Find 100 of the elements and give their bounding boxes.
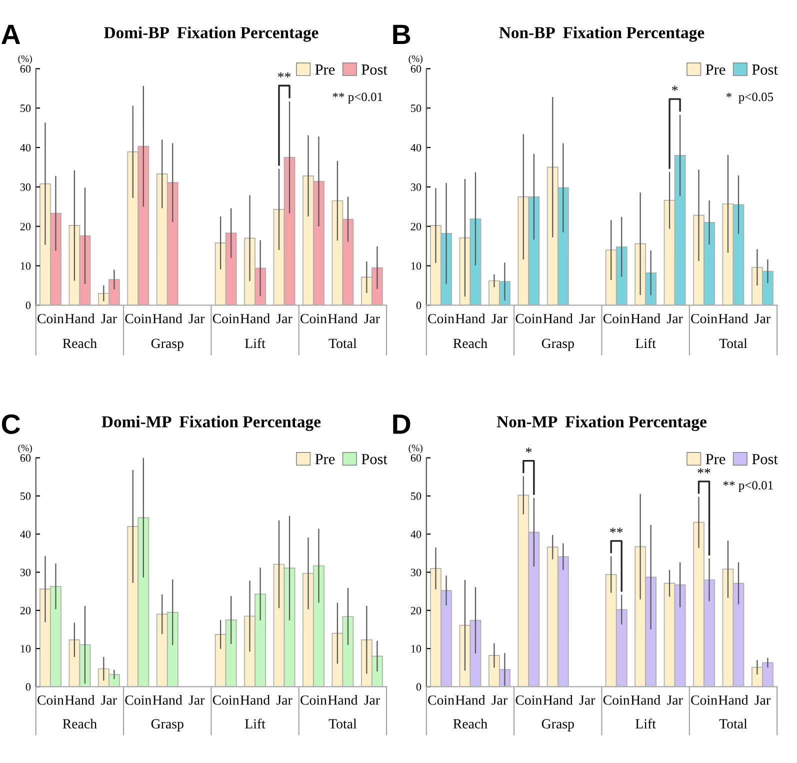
text: Lift [245,718,266,729]
text: C [2,414,20,434]
y-tick-label: 50 [20,104,31,112]
x-tick-label: Hand [718,695,748,705]
chart-title: Non-MP Fixation Percentage [496,416,706,431]
x-tick-label: Jar [754,696,770,705]
y-tick-label: 10 [20,262,31,270]
x-tick-label: Coin [516,695,542,705]
x-tick-label: Jar [579,696,596,705]
annotation: ** [610,528,623,533]
y-tick-label: 40 [410,144,422,152]
x-tick-label: Hand [543,695,573,705]
x-tick-label: Jar [666,314,683,324]
text: Total [328,718,357,729]
y-tick-label: 50 [411,104,422,112]
text: Total [328,338,357,348]
y-tick-label: 40 [20,530,31,538]
y-axis-title: (%) [18,55,32,64]
y-tick-label: 0 [26,302,31,310]
x-tick-label: Hand [456,314,486,324]
x-tick-label: Hand [456,695,486,705]
y-axis-title: (%) [408,444,422,454]
text: Reach [62,718,97,729]
text: A [1,24,20,44]
x-tick-label: Coin [691,695,718,705]
x-tick-label: Coin [38,695,64,705]
legend-label: Pre [315,454,335,464]
x-tick-label: Coin [428,314,454,324]
text: Grasp [151,338,184,351]
x-tick-label: Coin [212,314,240,324]
text: Lift [636,338,656,348]
chart-title: Domi-BP Fixation Percentage [104,26,318,42]
text: Lift [636,718,656,729]
y-tick-label: 40 [410,530,422,538]
text: Grasp [151,719,184,732]
x-tick-label: Coin [212,695,240,705]
x-tick-label: Jar [101,314,117,324]
y-tick-label: 50 [411,492,422,500]
y-tick-label: 30 [20,183,31,191]
y-tick-label: 20 [20,606,31,614]
x-tick-label: Jar [364,314,380,324]
x-tick-label: Jar [101,696,117,705]
y-tick-label: 30 [20,568,31,576]
legend-label: Post [752,64,778,75]
x-tick-label: Hand [630,314,660,324]
x-tick-label: Coin [603,314,630,324]
text: D [393,414,410,434]
y-tick-label: 60 [20,454,31,462]
x-tick-label: Jar [579,314,596,324]
x-tick-label: Jar [666,696,683,705]
legend-label: Post [752,454,778,464]
annotation: ** p<0.01 [723,481,773,492]
x-tick-label: Coin [428,695,454,705]
annotation: * [672,86,678,91]
text: Lift [245,338,266,348]
x-tick-label: Hand [152,695,182,705]
x-tick-label: Coin [38,314,64,324]
y-tick-label: 10 [20,645,31,653]
x-tick-label: Jar [276,696,292,705]
y-tick-label: 30 [410,568,422,576]
chart-title: Non-BP Fixation Percentage [499,26,704,42]
x-tick-label: Coin [300,695,327,705]
x-tick-label: Hand [152,314,182,324]
y-axis-title: (%) [408,55,422,64]
x-tick-label: Hand [718,314,748,324]
y-axis-title: (%) [18,444,32,454]
y-tick-label: 20 [410,222,422,230]
x-tick-label: Hand [328,314,358,324]
x-tick-label: Jar [492,314,508,324]
y-tick-label: 20 [410,606,422,614]
y-tick-label: 20 [20,222,31,230]
y-tick-label: 0 [416,302,422,310]
x-tick-label: Coin [125,314,152,324]
y-tick-label: 60 [410,65,422,73]
x-tick-label: Hand [328,695,358,705]
text: Reach [453,338,488,348]
x-tick-label: Coin [603,695,630,705]
legend-label: Post [362,454,388,464]
legend-label: Pre [315,64,335,75]
x-tick-label: Jar [188,696,205,705]
x-tick-label: Jar [364,696,380,705]
y-tick-label: 60 [410,454,422,462]
text: Grasp [542,338,574,351]
legend-label: Pre [706,64,726,75]
y-tick-label: 10 [411,262,422,270]
legend-label: Post [362,64,388,75]
text: Grasp [542,719,574,732]
x-tick-label: Jar [276,314,292,324]
x-tick-label: Hand [630,695,660,705]
x-tick-label: Hand [240,695,270,705]
x-tick-label: Jar [188,314,205,324]
x-tick-label: Coin [516,314,542,324]
annotation: * p<0.05 [726,92,774,104]
text: Reach [453,718,488,729]
text: B [393,24,410,44]
y-tick-label: 50 [20,492,31,500]
annotation: ** [698,468,710,474]
text: * [526,448,532,453]
y-tick-label: 30 [410,183,422,191]
text: Total [719,718,748,729]
